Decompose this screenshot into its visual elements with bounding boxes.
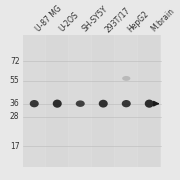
Ellipse shape bbox=[145, 100, 154, 108]
Text: M.brain: M.brain bbox=[149, 7, 176, 34]
FancyBboxPatch shape bbox=[46, 35, 68, 167]
Ellipse shape bbox=[99, 100, 108, 108]
Ellipse shape bbox=[122, 100, 131, 107]
Text: 28: 28 bbox=[10, 112, 19, 121]
Text: SH-SY5Y: SH-SY5Y bbox=[80, 4, 109, 34]
FancyBboxPatch shape bbox=[69, 35, 91, 167]
Text: U-87 MG: U-87 MG bbox=[34, 4, 64, 34]
FancyBboxPatch shape bbox=[138, 35, 160, 167]
Text: 17: 17 bbox=[10, 141, 19, 150]
Text: 72: 72 bbox=[10, 57, 19, 66]
Ellipse shape bbox=[122, 76, 130, 81]
Text: 55: 55 bbox=[10, 76, 19, 85]
Text: HepG2: HepG2 bbox=[126, 9, 151, 34]
Ellipse shape bbox=[76, 100, 85, 107]
Text: 293T/17: 293T/17 bbox=[103, 5, 132, 34]
Ellipse shape bbox=[30, 100, 39, 107]
Text: U-2OS: U-2OS bbox=[57, 10, 80, 34]
Ellipse shape bbox=[53, 100, 62, 108]
FancyBboxPatch shape bbox=[92, 35, 114, 167]
Text: 36: 36 bbox=[10, 99, 19, 108]
FancyBboxPatch shape bbox=[23, 35, 161, 167]
FancyBboxPatch shape bbox=[115, 35, 137, 167]
FancyBboxPatch shape bbox=[23, 35, 45, 167]
